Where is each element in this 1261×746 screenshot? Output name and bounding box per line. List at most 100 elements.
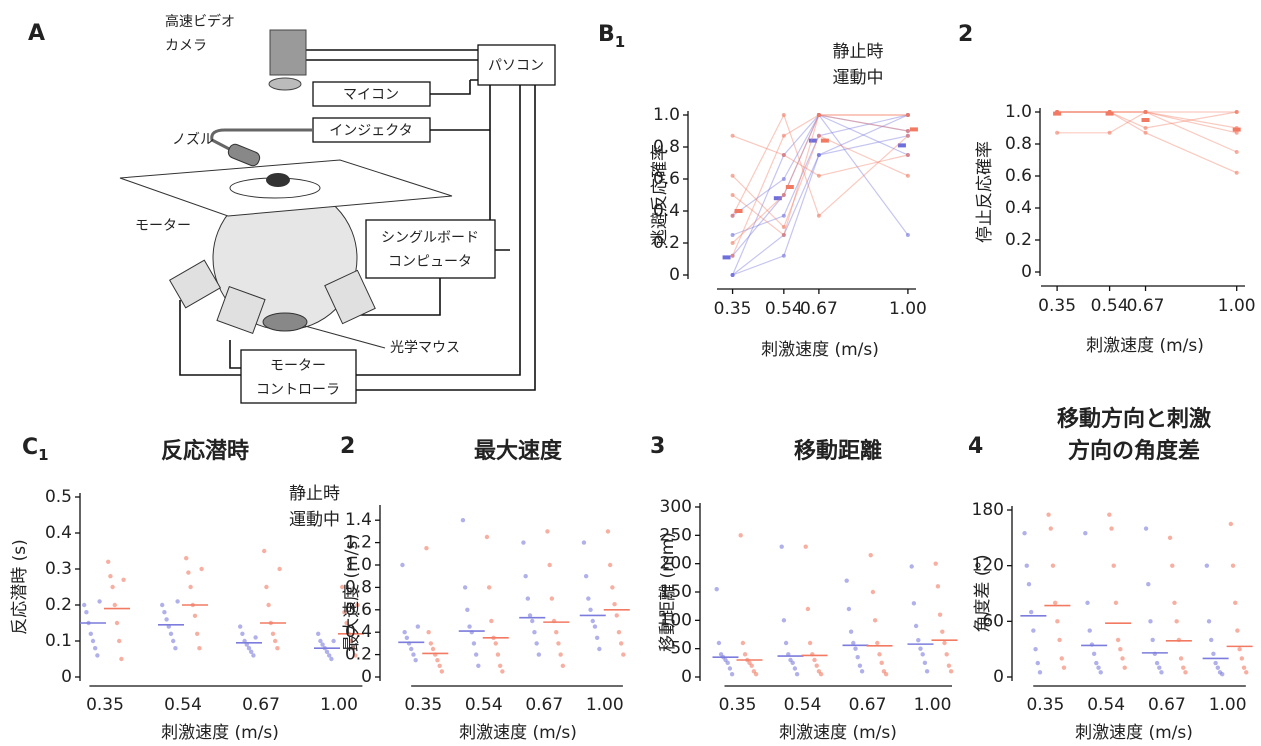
data-point xyxy=(489,618,494,624)
data-point xyxy=(781,618,787,623)
data-point xyxy=(90,638,96,644)
setup-diagram: A 高速ビデオ カメラ パソコン マイコン インジェクタ ノズル シングルボード… xyxy=(28,13,556,404)
x-tick-label: 0.67 xyxy=(525,695,563,715)
data-point xyxy=(1233,600,1238,605)
mean-bar xyxy=(1053,111,1062,116)
data-point xyxy=(1148,619,1153,624)
subject-point xyxy=(1143,126,1148,130)
data-point xyxy=(240,631,245,636)
mean-bar xyxy=(785,185,794,189)
data-point xyxy=(117,638,122,644)
subject-point xyxy=(730,133,735,138)
subject-line xyxy=(732,113,909,236)
y-tick-label: 0.6 xyxy=(345,600,372,620)
data-point xyxy=(558,652,563,657)
x-tick-label: 0.35 xyxy=(1026,695,1064,715)
x-axis-label: 刺激速度 (m/s) xyxy=(161,723,279,743)
x-tick-label: 1.00 xyxy=(586,695,624,715)
data-point xyxy=(1237,646,1242,652)
panel-label: 4 xyxy=(968,434,983,459)
data-point xyxy=(1244,670,1249,675)
subject-line xyxy=(732,134,909,229)
y-tick-label: 150 xyxy=(660,582,692,602)
data-point xyxy=(246,646,252,651)
data-point xyxy=(1154,660,1160,666)
data-point xyxy=(1157,665,1162,670)
y-tick-label: 0.4 xyxy=(653,201,680,221)
data-point xyxy=(1150,637,1155,643)
data-point xyxy=(594,635,600,640)
y-tick-label: 0.4 xyxy=(345,622,372,642)
data-point xyxy=(186,570,191,575)
data-point xyxy=(1178,656,1184,661)
data-point xyxy=(465,607,470,612)
chart-title: 反応潜時 xyxy=(161,438,249,464)
data-point xyxy=(918,646,923,651)
subject-point xyxy=(905,233,910,237)
data-point xyxy=(818,671,824,677)
subject-point xyxy=(905,129,910,133)
subject-point xyxy=(1234,150,1239,154)
chart-title: 移動距離 xyxy=(794,438,882,464)
subject-point xyxy=(1107,130,1112,135)
data-point xyxy=(727,666,733,671)
x-tick-label: 0.54 xyxy=(765,299,803,319)
data-point xyxy=(1052,600,1058,605)
data-point xyxy=(162,610,167,615)
motor xyxy=(216,285,266,335)
data-point xyxy=(1235,628,1240,633)
data-point xyxy=(523,574,528,579)
x-tick-label: 0.67 xyxy=(1127,296,1165,316)
data-point xyxy=(588,607,593,612)
subject-point xyxy=(730,241,735,245)
panel-label: 2 xyxy=(340,434,355,459)
data-point xyxy=(476,663,481,668)
data-point xyxy=(1026,582,1032,587)
data-point xyxy=(583,574,589,579)
y-tick-label: 250 xyxy=(660,525,692,545)
data-point xyxy=(1167,535,1173,541)
data-point xyxy=(1048,526,1053,531)
data-point xyxy=(749,663,754,668)
mean-bar xyxy=(820,138,829,143)
data-point xyxy=(1230,563,1236,568)
data-point xyxy=(846,606,852,612)
data-point xyxy=(316,631,321,636)
panel-label: C1 xyxy=(22,435,49,464)
x-tick-label: 0.54 xyxy=(465,695,503,715)
subject-point xyxy=(781,253,786,258)
data-point xyxy=(605,529,611,534)
data-point xyxy=(348,638,354,644)
data-point xyxy=(740,640,746,646)
data-point xyxy=(168,631,174,636)
y-tick-label: 200 xyxy=(660,554,692,574)
data-point xyxy=(462,585,468,590)
data-point xyxy=(331,638,336,644)
data-point xyxy=(913,623,919,629)
legend-entry: 運動中 xyxy=(833,68,884,88)
data-point xyxy=(435,658,440,663)
data-point xyxy=(486,585,492,590)
mean-bar xyxy=(909,127,918,132)
data-point xyxy=(857,663,863,668)
data-point xyxy=(1055,619,1060,624)
subject-line xyxy=(1057,111,1237,129)
data-point xyxy=(1096,665,1101,670)
y-axis-label: 角度差 (°) xyxy=(973,554,993,632)
y-tick-label: 1.0 xyxy=(345,555,372,575)
micro-label: マイコン xyxy=(343,87,399,103)
y-tick-label: 0.4 xyxy=(45,523,72,543)
data-point xyxy=(262,548,267,554)
data-point xyxy=(1183,670,1188,675)
data-point xyxy=(610,585,615,590)
motor xyxy=(324,269,376,325)
data-point xyxy=(439,669,445,674)
x-tick-label: 0.67 xyxy=(849,695,887,715)
data-point xyxy=(275,646,280,651)
data-point xyxy=(1098,670,1103,675)
y-tick-label: 0 xyxy=(993,667,1004,687)
y-tick-label: 0.8 xyxy=(653,137,680,157)
y-tick-label: 1.0 xyxy=(1005,102,1032,122)
data-point xyxy=(404,635,410,640)
data-point xyxy=(940,629,945,634)
